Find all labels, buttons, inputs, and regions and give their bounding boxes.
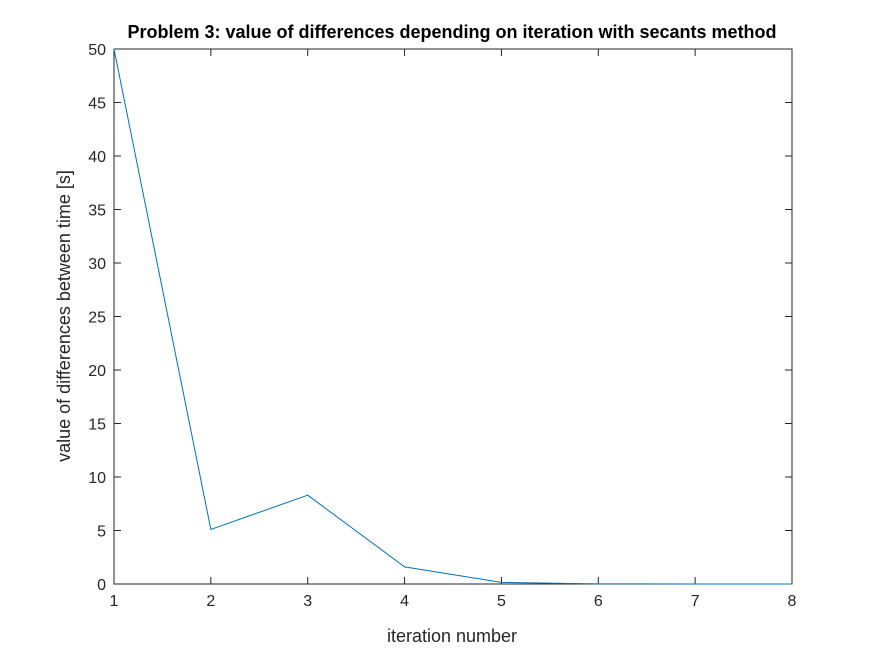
x-tick-label: 5: [497, 593, 506, 610]
x-tick-label: 7: [691, 593, 700, 610]
axes-box: [113, 48, 793, 585]
y-tick-label: 50: [88, 42, 106, 59]
y-tick-label: 10: [88, 470, 106, 487]
y-tick-label: 30: [88, 256, 106, 273]
data-point: [694, 583, 696, 585]
y-tick-label: 0: [97, 577, 106, 594]
y-axis-label: value of differences between time [s]: [54, 170, 74, 462]
y-tick-label: 25: [88, 310, 106, 327]
data-point: [500, 581, 503, 583]
x-tick-label: 3: [303, 593, 312, 610]
x-tick-label: 8: [788, 593, 797, 610]
y-tick-label: 40: [88, 149, 106, 166]
x-tick-label: 4: [400, 593, 409, 610]
y-tick-label: 45: [88, 96, 106, 113]
x-tick-label: 6: [594, 593, 603, 610]
data-point: [307, 494, 309, 496]
y-tick-label: 15: [88, 417, 106, 434]
y-tick-label: 5: [97, 524, 106, 541]
data-point: [791, 583, 793, 585]
x-axis-label: iteration number: [387, 626, 517, 646]
data-point: [113, 48, 115, 50]
data-point: [403, 566, 406, 568]
y-tick-label: 20: [88, 363, 106, 380]
chart-title: Problem 3: value of differences dependin…: [127, 22, 776, 42]
y-tick-label: 35: [88, 203, 106, 220]
x-tick-label: 2: [206, 593, 215, 610]
data-point: [210, 528, 212, 531]
data-point: [597, 583, 599, 585]
x-tick-label: 1: [110, 593, 119, 610]
series-line: [113, 48, 792, 585]
